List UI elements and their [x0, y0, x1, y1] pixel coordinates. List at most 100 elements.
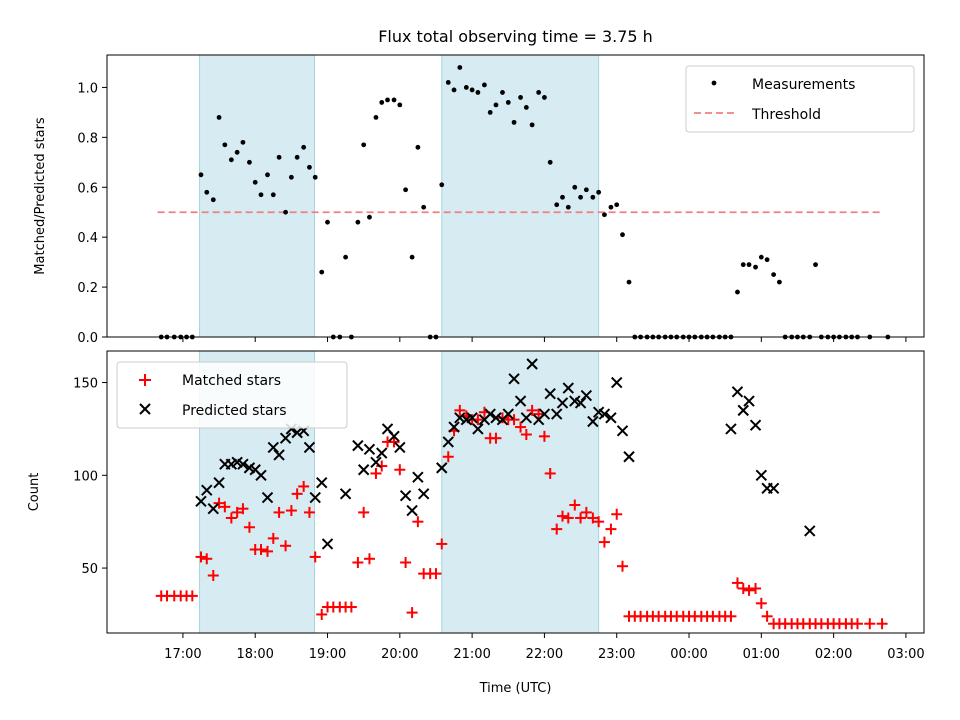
- measurement-point-20: [283, 209, 288, 215]
- predicted-point-30: [394, 441, 406, 454]
- top-ytick-label-0: 0.0: [77, 331, 98, 346]
- matched-point-42: [412, 516, 424, 528]
- matched-point-7: [201, 553, 213, 565]
- matched-point-10: [219, 501, 231, 513]
- measurement-point-101: [771, 272, 777, 278]
- matched-point-24: [303, 506, 315, 518]
- matched-point-49: [454, 404, 466, 416]
- measurement-point-72: [596, 189, 602, 195]
- matched-point-70: [580, 506, 592, 518]
- predicted-point-35: [436, 462, 448, 474]
- matched-point-18: [267, 532, 279, 544]
- matched-point-117: [876, 618, 888, 630]
- matched-point-99: [755, 597, 767, 609]
- top-ytick-label-3: 0.6: [77, 181, 98, 196]
- measurement-point-67: [565, 204, 571, 210]
- matched-point-6: [195, 551, 207, 563]
- predicted-point-74: [767, 482, 780, 494]
- measurement-point-47: [445, 80, 451, 85]
- matched-point-71: [587, 512, 599, 524]
- top-legend: Measurements Threshold: [685, 65, 915, 133]
- measurement-point-37: [385, 97, 390, 103]
- measurement-point-75: [614, 202, 620, 208]
- measurement-point-56: [500, 90, 505, 95]
- x-axis-label: Time (UTC): [479, 681, 552, 696]
- measurement-point-16: [258, 192, 264, 198]
- matched-point-13: [237, 503, 249, 515]
- xtick-label-4: 21:00: [453, 647, 490, 662]
- measurement-point-21: [288, 174, 294, 180]
- bottom-legend: Matched stars Predicted stars: [116, 361, 348, 429]
- matched-point-40: [400, 557, 412, 568]
- measurement-point-97: [746, 262, 752, 268]
- matched-point-66: [556, 510, 568, 522]
- matched-point-14: [243, 521, 255, 533]
- matched-point-25: [309, 551, 321, 563]
- xtick-label-7: 00:00: [670, 647, 707, 662]
- measurement-point-38: [391, 97, 397, 103]
- measurement-point-57: [505, 100, 511, 105]
- bottom-ytick-label-0: 50: [81, 562, 98, 577]
- matched-point-46: [436, 538, 448, 550]
- measurement-point-11: [228, 157, 234, 163]
- measurement-point-54: [487, 109, 493, 115]
- matched-point-73: [598, 536, 610, 548]
- xtick-label-1: 18:00: [236, 647, 273, 662]
- matched-point-74: [605, 523, 617, 535]
- predicted-point-64: [611, 376, 623, 389]
- matched-point-62: [533, 408, 545, 420]
- bottom-panel: 50 100 150 17:00 18:00 19:00 20:00 21:00 22:00 2…: [27, 350, 925, 696]
- predicted-point-29: [388, 430, 400, 443]
- legend-matched-marker: [139, 374, 151, 386]
- predicted-point-14: [279, 432, 292, 444]
- measurement-point-34: [367, 214, 372, 220]
- predicted-point-1: [201, 484, 213, 496]
- predicted-point-53: [544, 387, 556, 400]
- matched-point-100: [761, 610, 773, 622]
- matched-point-20: [280, 540, 292, 552]
- bottom-legend-box: [116, 361, 348, 429]
- matched-point-60: [520, 428, 532, 440]
- predicted-point-27: [376, 447, 388, 459]
- matched-point-31: [345, 601, 357, 613]
- top-ytick-label-4: 0.8: [77, 131, 98, 146]
- predicted-point-33: [412, 471, 424, 483]
- measurement-point-18: [270, 192, 276, 198]
- xtick-label-0: 17:00: [164, 647, 201, 662]
- predicted-point-55: [556, 397, 569, 409]
- measurement-point-66: [560, 194, 565, 200]
- top-shaded-interval-1: [441, 54, 600, 338]
- measurement-point-64: [547, 159, 553, 165]
- measurement-point-50: [463, 85, 469, 90]
- top-shaded-interval-0: [199, 54, 316, 338]
- bottom-axes-frame: [106, 350, 925, 634]
- matched-point-63: [538, 430, 550, 442]
- predicted-point-36: [442, 436, 454, 448]
- matched-point-8: [207, 569, 219, 581]
- measurement-point-53: [482, 82, 487, 88]
- top-shaded-intervals: [199, 54, 600, 338]
- measurement-point-59: [518, 95, 523, 100]
- measurement-point-13: [240, 139, 246, 145]
- matched-point-9: [213, 497, 225, 509]
- predicted-point-26: [370, 456, 382, 469]
- matched-point-72: [593, 516, 605, 528]
- bottom-shaded-interval-1: [441, 350, 600, 634]
- predicted-point-22: [339, 488, 352, 500]
- measurement-point-99: [758, 254, 764, 260]
- bottom-ytick-label-2: 150: [73, 377, 98, 392]
- legend-measurements-marker: [711, 80, 717, 86]
- xtick-label-6: 23:00: [598, 647, 635, 662]
- matched-point-26: [316, 608, 328, 620]
- matched-point-16: [255, 544, 267, 556]
- top-panel: 0.0 0.2 0.4 0.6 0.8 1.0 Flux total observing …: [33, 27, 925, 346]
- measurement-point-14: [247, 159, 252, 165]
- measurement-point-58: [511, 119, 517, 125]
- bottom-ytick-label-1: 100: [73, 469, 98, 484]
- predicted-point-41: [472, 423, 484, 435]
- predicted-point-44: [490, 412, 502, 424]
- measurement-point-62: [536, 90, 542, 95]
- predicted-point-54: [551, 408, 563, 420]
- measurement-point-17: [265, 172, 270, 178]
- predicted-point-52: [538, 408, 551, 420]
